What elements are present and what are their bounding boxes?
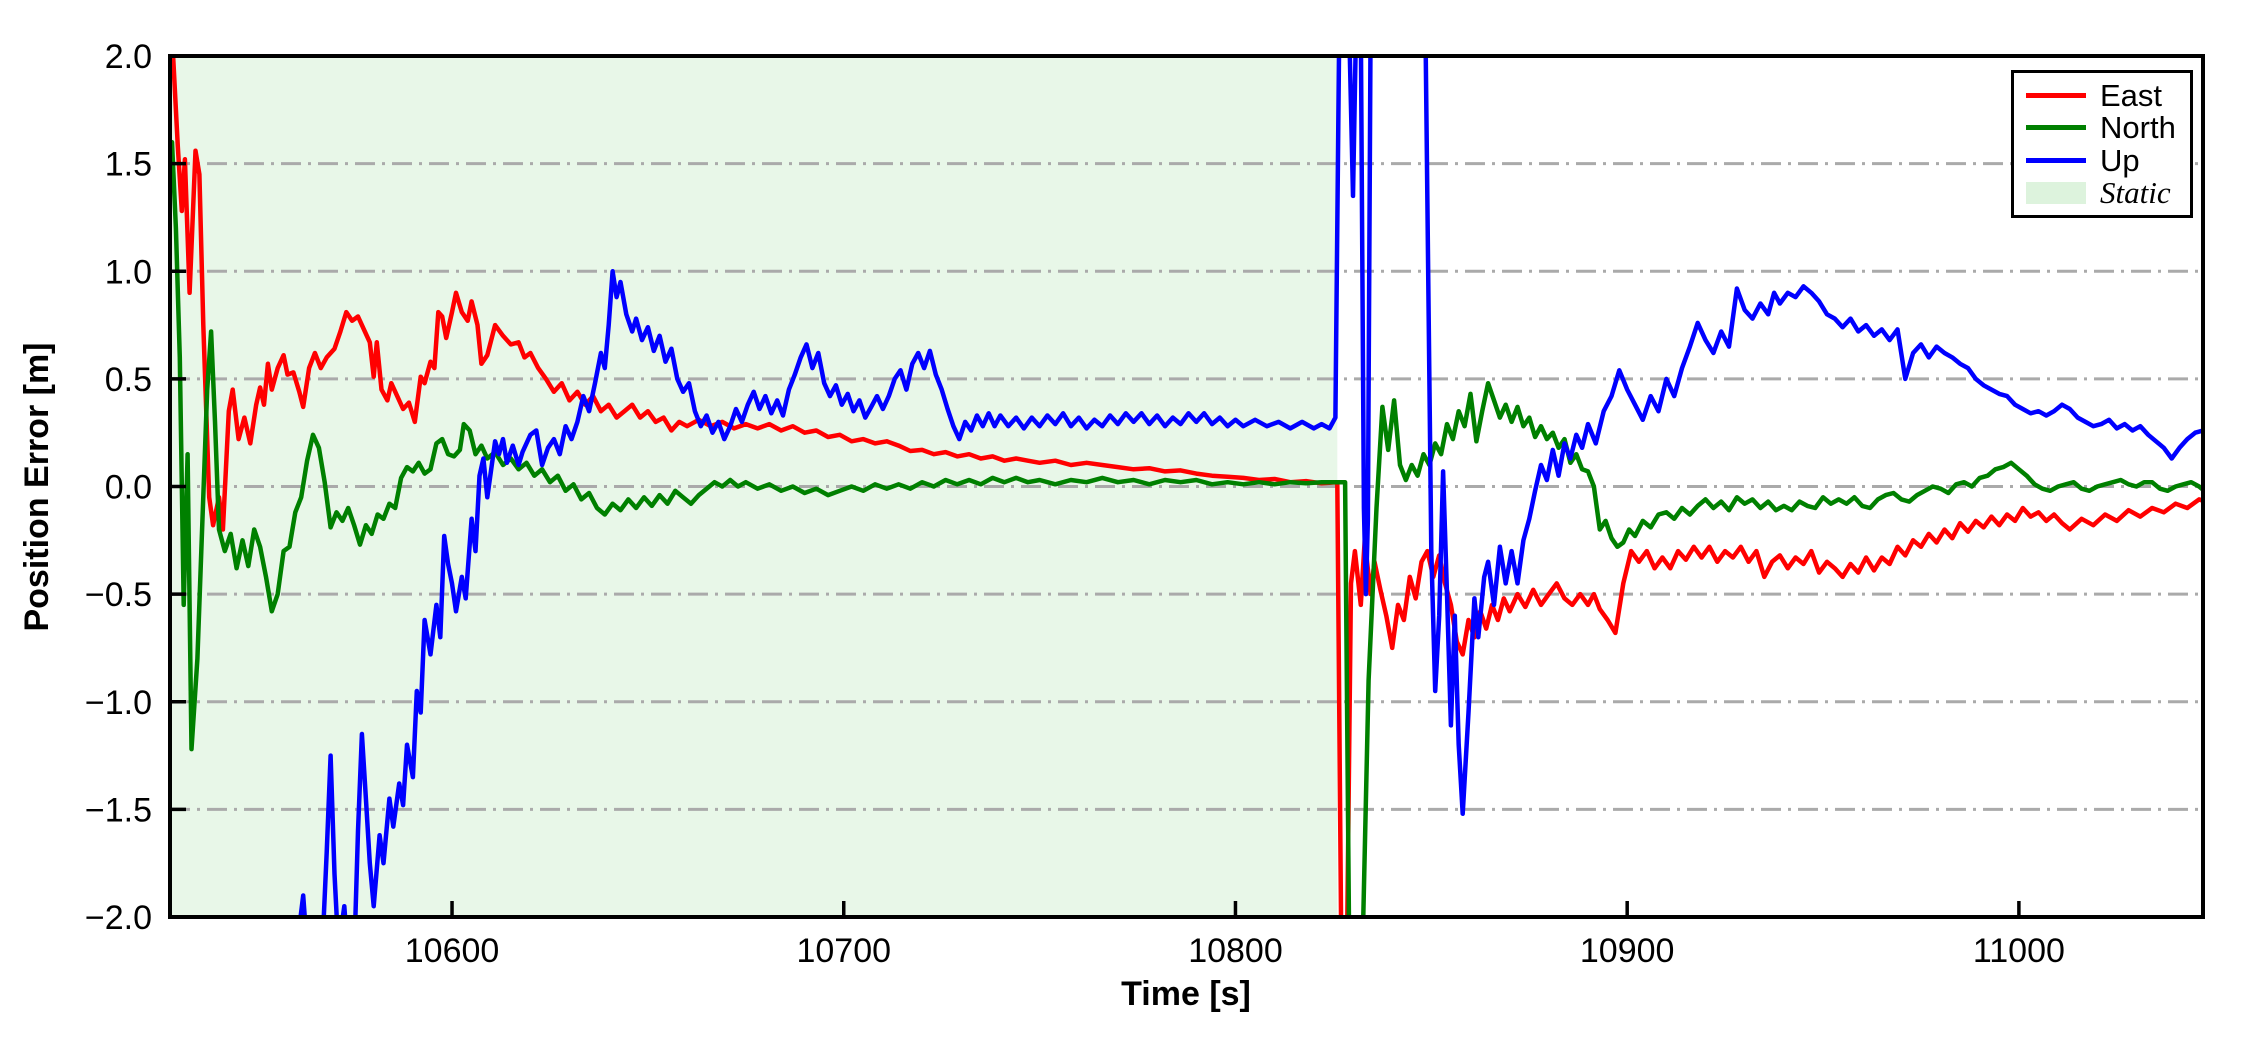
series-lines [170,56,2203,917]
x-tick-label-10700: 10700 [796,932,891,970]
y-tick-label-2: 2.0 [105,38,152,76]
legend-entry-up: Up [2026,144,2190,176]
y-axis-label: Position Error [m] [18,342,56,631]
y-tick-label--1.5: −1.5 [85,791,152,829]
y-tick-label-0: 0.0 [105,469,152,507]
y-tick-label--2: −2.0 [85,899,152,937]
legend-label-up: Up [2100,142,2140,178]
axis-ticks [170,54,2021,919]
legend-label-static: Static [2100,175,2171,211]
gridlines [170,162,2203,811]
x-tick-label-10600: 10600 [405,932,500,970]
series-line-north [170,139,2203,917]
series-line-up [298,56,2203,917]
y-tick-label--1: −1.0 [85,684,152,722]
x-tick-label-10800: 10800 [1188,932,1283,970]
north-line-swatch [2026,125,2086,131]
y-tick-label-1.5: 1.5 [105,146,152,184]
static-patch-swatch [2026,181,2086,204]
east-line-swatch [2026,92,2086,98]
series-line-east [170,56,2203,917]
x-tick-label-11000: 11000 [1973,932,2065,970]
y-tick-label--0.5: −0.5 [85,576,152,614]
y-tick-label-0.5: 0.5 [105,361,152,399]
legend: East North Up Static [2011,70,2193,218]
legend-entry-static: Static [2026,177,2190,209]
x-tick-label-10900: 10900 [1580,932,1675,970]
up-line-swatch [2026,157,2086,163]
legend-label-east: East [2100,77,2163,113]
legend-entry-east: East [2026,79,2190,111]
legend-label-north: North [2100,110,2176,146]
legend-entry-north: North [2026,112,2190,144]
tick-labels: 10600 10700 10800 10900 11000 2.0 1.5 1.0 0.5 0.0… [85,38,2065,970]
x-axis-label: Time [s] [1121,975,1251,1013]
y-tick-label-1: 1.0 [105,253,152,291]
